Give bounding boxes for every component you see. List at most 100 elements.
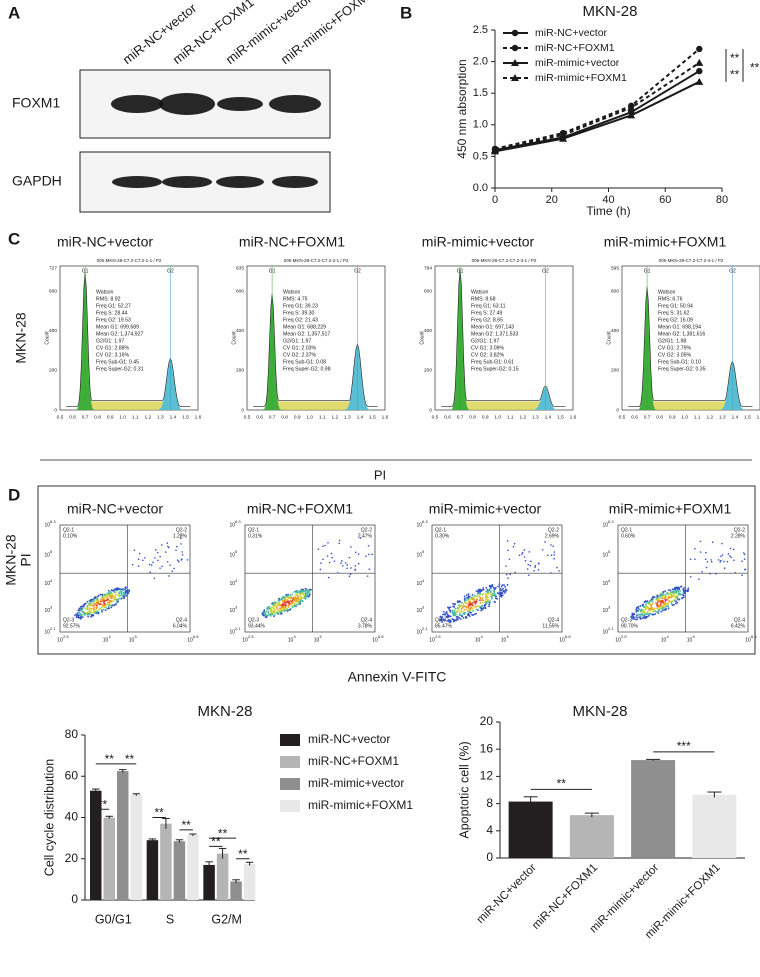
- x-tick-label: 1.3: [344, 414, 351, 420]
- quadrant-value: 0.31%: [248, 533, 263, 539]
- event-dot: [479, 607, 482, 609]
- legend-label: miR-NC+FOXM1: [535, 42, 615, 54]
- quadrant-value: 85.47%: [435, 623, 453, 629]
- y-tick-label: 2.0: [473, 56, 488, 68]
- event-dot: [301, 592, 304, 595]
- event-dot: [114, 596, 116, 599]
- event-dot: [647, 613, 650, 616]
- y-tick-base: 10: [44, 522, 50, 528]
- event-dot: [458, 604, 461, 607]
- event-dot: [675, 587, 678, 589]
- event-dot: [454, 614, 457, 617]
- x-tick-label: 1.5: [557, 414, 564, 420]
- plot-header: 005-MKN-28-C7.2-C7.2-2-1 / P2: [284, 258, 349, 263]
- quadrant-label: Q2-2: [734, 527, 745, 533]
- y-tick-label: 1.0: [473, 119, 488, 131]
- event-dot: [365, 555, 367, 557]
- x-tick-exponent: 2.5: [621, 634, 627, 639]
- event-dot: [676, 589, 679, 592]
- event-dot: [730, 556, 732, 559]
- event-dot: [671, 588, 674, 591]
- event-dot: [137, 558, 140, 560]
- event-dot: [271, 613, 274, 616]
- y-axis-label: Count: [419, 331, 425, 345]
- event-dot: [447, 614, 450, 617]
- event-dot: [537, 562, 540, 565]
- y-tick-exponent: 5: [235, 549, 238, 554]
- event-dot: [689, 575, 692, 578]
- event-dot: [529, 564, 532, 567]
- event-dot: [643, 606, 646, 608]
- event-dot: [286, 596, 289, 599]
- event-dot: [282, 604, 285, 607]
- x-tick-label: 0.8: [94, 414, 101, 420]
- y-tick-base: 10: [416, 522, 422, 528]
- panel-label: B: [400, 3, 412, 22]
- event-dot: [640, 609, 642, 612]
- event-dot: [499, 589, 502, 592]
- event-dot: [463, 595, 466, 598]
- event-dot: [687, 588, 690, 591]
- event-dot: [638, 608, 640, 611]
- y-tick-base: 10: [229, 522, 235, 528]
- event-dot: [694, 547, 696, 550]
- x-tick-base: 10: [687, 637, 693, 643]
- event-dot: [279, 603, 282, 606]
- event-dot: [644, 603, 647, 606]
- x-tick-label: 0.9: [107, 414, 114, 420]
- event-dot: [484, 603, 487, 606]
- event-dot: [458, 616, 461, 619]
- event-dot: [328, 561, 331, 564]
- event-dot: [108, 595, 111, 598]
- event-dot: [476, 593, 479, 595]
- x-tick-base: 10: [103, 637, 109, 643]
- x-tick-label: 1.5: [744, 414, 751, 420]
- point: [695, 58, 704, 66]
- event-dot: [558, 570, 560, 572]
- event-dot: [671, 600, 674, 603]
- event-dot: [726, 560, 729, 563]
- event-dot: [322, 558, 324, 560]
- event-dot: [119, 588, 122, 591]
- event-dot: [350, 546, 352, 548]
- event-dot: [663, 608, 666, 611]
- event-dot: [276, 602, 279, 605]
- event-dot: [285, 603, 287, 606]
- event-dot: [296, 598, 298, 601]
- event-dot: [498, 583, 501, 586]
- bar: [508, 801, 553, 858]
- event-dot: [648, 600, 651, 603]
- stat-line: Watson: [658, 289, 676, 295]
- point: [696, 45, 703, 53]
- event-dot: [664, 602, 667, 605]
- stat-line: CV G2: 3.05%: [658, 352, 692, 358]
- event-dot: [86, 606, 89, 609]
- event-dot: [284, 606, 287, 609]
- event-dot: [741, 560, 743, 562]
- event-dot: [669, 589, 672, 592]
- x-tick-label: 0.8: [469, 414, 476, 420]
- event-dot: [367, 544, 370, 547]
- y-tick-base: 10: [416, 608, 422, 614]
- event-dot: [484, 606, 487, 609]
- event-dot: [287, 604, 290, 607]
- event-dot: [470, 596, 473, 599]
- event-dot: [338, 539, 341, 542]
- event-dot: [118, 597, 121, 600]
- event-dot: [138, 552, 141, 555]
- x-axis-label: Annexin V-FITC: [348, 669, 447, 685]
- event-dot: [304, 593, 307, 596]
- y-tick-label: 200: [611, 368, 619, 374]
- event-dot: [456, 610, 459, 613]
- event-dot: [665, 608, 667, 610]
- event-dot: [472, 609, 475, 612]
- event-dot: [97, 611, 100, 614]
- bar: [146, 840, 159, 900]
- event-dot: [661, 601, 664, 604]
- event-dot: [701, 570, 703, 573]
- stat-line: RMS: 6.76: [658, 296, 683, 302]
- x-tick-base: 10: [615, 637, 621, 643]
- event-dot: [465, 594, 468, 597]
- event-dot: [550, 572, 552, 574]
